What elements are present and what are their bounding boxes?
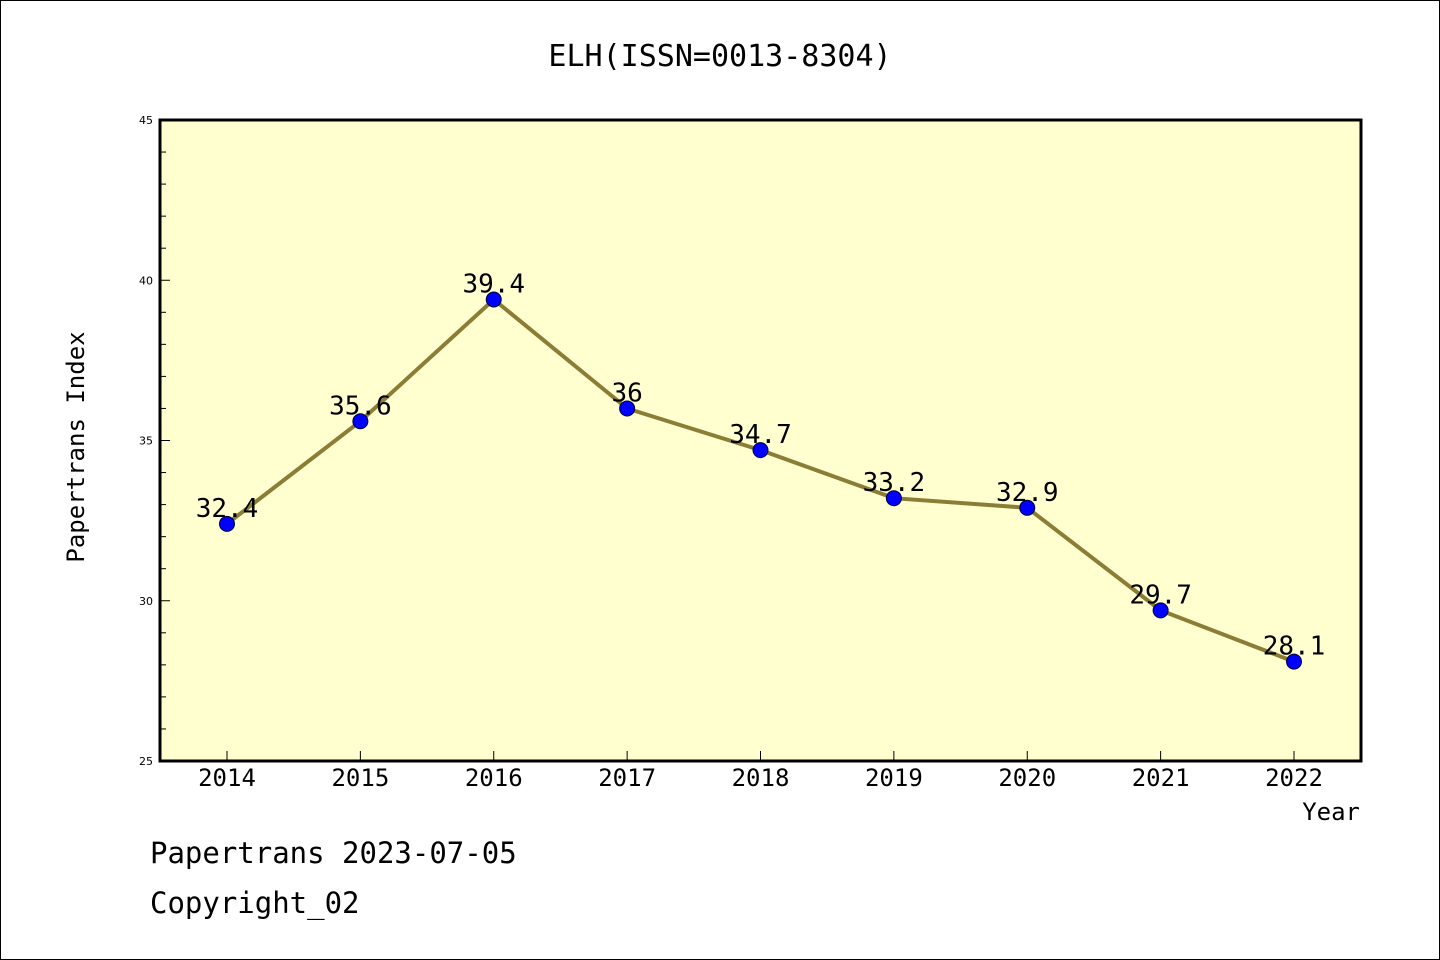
plot-area <box>158 118 1363 763</box>
y-axis: 25 30 35 40 45 <box>139 114 170 768</box>
data-label: 32.9 <box>996 478 1059 508</box>
data-label: 36 <box>611 378 642 408</box>
data-label: 32.4 <box>196 494 259 524</box>
y-tick-label: 40 <box>139 274 153 287</box>
data-point <box>219 515 235 532</box>
x-tick-label: 2015 <box>331 764 389 792</box>
x-axis: 2014 2015 2016 2017 2018 2019 2020 2021 2022 <box>198 751 1323 792</box>
data-point <box>885 490 902 507</box>
source-date: Papertrans 2023-07-05 <box>150 836 517 870</box>
data-label: 34.7 <box>729 420 792 450</box>
data-label: 33.2 <box>863 468 926 498</box>
x-tick-label: 2019 <box>865 764 923 792</box>
data-label: 28.1 <box>1263 632 1326 662</box>
x-tick-label: 2018 <box>732 764 790 792</box>
data-point <box>352 413 369 430</box>
data-label: 29.7 <box>1129 580 1192 610</box>
x-axis-label: Year <box>1302 798 1360 826</box>
y-axis-label: Papertrans Index <box>62 331 90 562</box>
data-point <box>1152 602 1169 619</box>
data-point <box>1286 653 1302 670</box>
data-labels: 32.4 35.6 39.4 36 34.7 33.2 32.9 29.7 28.1 <box>196 269 1326 661</box>
copyright: Copyright_02 <box>150 886 360 920</box>
x-tick-label: 2016 <box>465 764 523 792</box>
y-tick-label: 30 <box>139 595 153 608</box>
x-tick-label: 2014 <box>198 764 256 792</box>
x-tick-label: 2022 <box>1265 764 1323 792</box>
x-tick-label: 2021 <box>1132 764 1190 792</box>
y-tick-label: 35 <box>139 435 153 448</box>
x-tick-label: 2020 <box>998 764 1056 792</box>
chart-title: ELH(ISSN=0013-8304) <box>548 39 891 74</box>
data-label: 35.6 <box>329 391 392 421</box>
series-markers <box>219 291 1302 670</box>
y-tick-label: 45 <box>139 114 153 127</box>
data-point <box>619 400 636 417</box>
data-point <box>485 291 502 308</box>
y-tick-label: 25 <box>139 755 153 768</box>
data-label: 39.4 <box>462 269 525 299</box>
x-tick-label: 2017 <box>598 764 656 792</box>
data-point <box>752 442 769 459</box>
data-point <box>1019 499 1036 516</box>
